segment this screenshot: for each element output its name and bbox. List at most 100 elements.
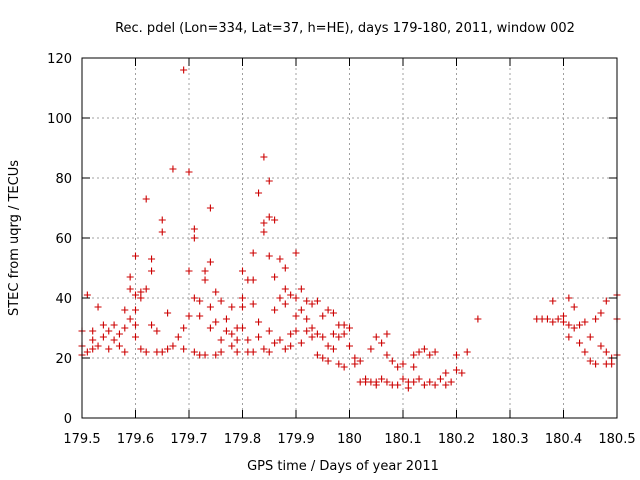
x-tick-label: 180.1 bbox=[384, 432, 421, 447]
data-point bbox=[292, 249, 300, 257]
data-point bbox=[99, 333, 107, 341]
data-point bbox=[335, 333, 343, 341]
data-point bbox=[324, 342, 332, 350]
data-point bbox=[297, 285, 305, 293]
data-point bbox=[356, 357, 364, 365]
x-tick-label: 179.8 bbox=[224, 432, 261, 447]
data-point bbox=[265, 327, 273, 335]
data-point bbox=[410, 378, 418, 386]
data-point bbox=[212, 318, 220, 326]
data-point bbox=[324, 306, 332, 314]
data-point bbox=[233, 348, 241, 356]
x-tick-label: 180.4 bbox=[545, 432, 582, 447]
data-point bbox=[148, 321, 156, 329]
y-tick-label: 20 bbox=[55, 352, 72, 367]
data-point bbox=[415, 348, 423, 356]
data-point bbox=[185, 168, 193, 176]
data-point bbox=[89, 345, 97, 353]
y-tick-label: 120 bbox=[47, 52, 72, 67]
data-point bbox=[121, 348, 129, 356]
x-tick-labels: 179.5 179.6 179.7 179.8 179.9 180 180.1 180.2 18… bbox=[63, 432, 635, 447]
data-point bbox=[453, 366, 460, 374]
data-point bbox=[185, 312, 193, 320]
y-tick-label: 0 bbox=[64, 412, 72, 427]
data-point bbox=[222, 315, 230, 323]
data-point bbox=[239, 324, 246, 332]
grid-lines bbox=[82, 58, 617, 418]
y-tick-label: 40 bbox=[55, 292, 72, 307]
data-point bbox=[319, 354, 327, 362]
data-point bbox=[249, 300, 257, 308]
x-tick-label: 180 bbox=[337, 432, 362, 447]
data-point bbox=[260, 219, 268, 227]
data-point bbox=[142, 348, 150, 356]
data-point bbox=[404, 384, 412, 392]
data-point bbox=[99, 321, 107, 329]
data-point bbox=[372, 333, 380, 341]
data-point bbox=[158, 228, 166, 236]
data-point bbox=[190, 234, 198, 242]
x-tick-label: 180.2 bbox=[438, 432, 475, 447]
data-point bbox=[265, 177, 273, 185]
data-point bbox=[201, 351, 209, 359]
data-point bbox=[190, 294, 198, 302]
data-point bbox=[560, 318, 567, 326]
data-point bbox=[586, 333, 594, 341]
data-point bbox=[335, 360, 343, 368]
data-point bbox=[239, 303, 246, 311]
data-point bbox=[549, 297, 557, 305]
x-tick-label: 180.5 bbox=[598, 432, 635, 447]
data-point bbox=[592, 315, 600, 323]
data-point bbox=[126, 285, 134, 293]
data-point bbox=[458, 369, 466, 377]
data-point bbox=[132, 321, 139, 329]
data-point bbox=[105, 345, 113, 353]
data-point bbox=[180, 324, 188, 332]
data-point bbox=[346, 342, 353, 350]
data-point bbox=[260, 153, 268, 161]
x-axis-label: GPS time / Days of year 2011 bbox=[247, 459, 439, 474]
data-point bbox=[597, 342, 605, 350]
data-point bbox=[265, 213, 273, 221]
data-point bbox=[260, 345, 268, 353]
data-point bbox=[297, 306, 305, 314]
data-point bbox=[142, 195, 150, 203]
data-point bbox=[212, 351, 220, 359]
data-point bbox=[303, 327, 311, 335]
data-point bbox=[255, 333, 263, 341]
data-point bbox=[265, 252, 273, 260]
data-point bbox=[281, 285, 289, 293]
data-point bbox=[126, 315, 134, 323]
data-point bbox=[383, 378, 391, 386]
data-point bbox=[570, 303, 578, 311]
data-point bbox=[581, 348, 589, 356]
data-point bbox=[442, 381, 450, 389]
data-point bbox=[297, 339, 305, 347]
x-tick-label: 179.7 bbox=[170, 432, 207, 447]
data-point bbox=[255, 318, 263, 326]
data-point bbox=[148, 255, 156, 263]
data-point bbox=[313, 351, 321, 359]
data-point bbox=[228, 303, 236, 311]
data-point bbox=[308, 333, 316, 341]
data-point bbox=[94, 303, 102, 311]
data-point bbox=[602, 348, 610, 356]
data-point bbox=[565, 333, 573, 341]
data-point bbox=[217, 348, 225, 356]
data-point bbox=[410, 363, 418, 371]
data-point bbox=[206, 258, 214, 266]
data-point bbox=[292, 312, 300, 320]
data-point bbox=[303, 297, 311, 305]
data-point bbox=[346, 324, 353, 332]
data-point bbox=[89, 327, 97, 335]
data-point bbox=[190, 348, 198, 356]
data-point bbox=[148, 267, 156, 275]
data-point bbox=[158, 348, 166, 356]
data-point bbox=[206, 324, 214, 332]
data-point bbox=[560, 312, 567, 320]
data-point bbox=[554, 315, 562, 323]
y-tick-labels: 0 20 40 60 80 100 120 bbox=[47, 52, 72, 427]
data-point bbox=[265, 348, 273, 356]
data-point bbox=[319, 333, 327, 341]
data-point bbox=[276, 255, 284, 263]
